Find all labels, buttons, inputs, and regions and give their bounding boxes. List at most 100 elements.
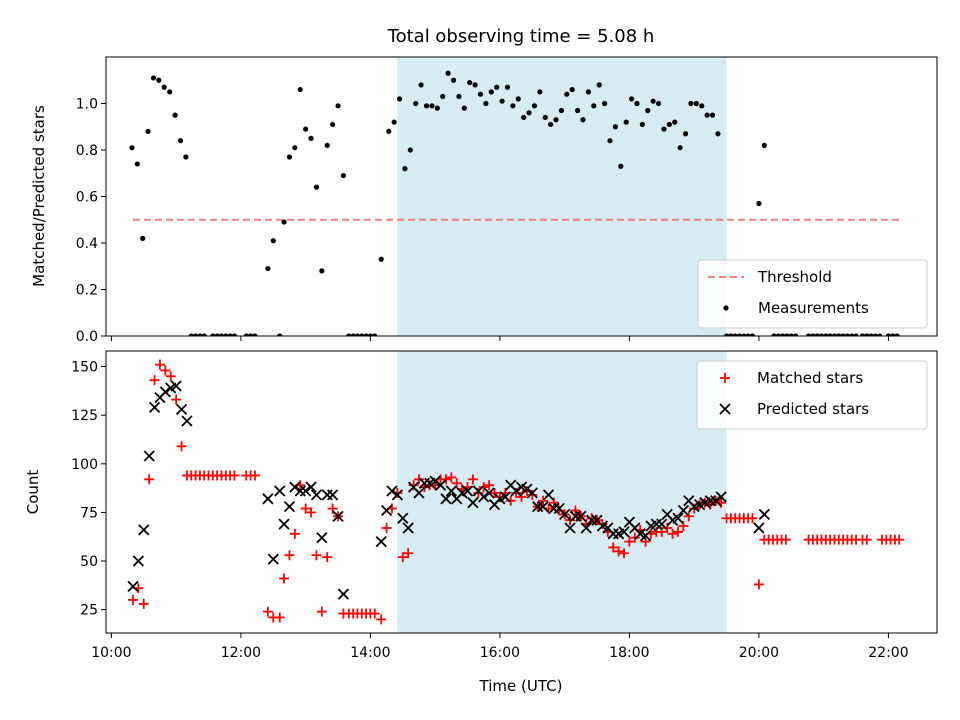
predicted-star-point-stroke bbox=[380, 504, 393, 517]
predicted-star-point bbox=[639, 530, 652, 542]
predicted-star-point-stroke bbox=[575, 510, 587, 522]
x-tick-label: 18:00 bbox=[609, 645, 649, 661]
top-shaded-interval bbox=[397, 57, 727, 336]
predicted-star-point-stroke bbox=[138, 524, 150, 536]
predicted-star-point-stroke bbox=[267, 553, 279, 565]
matched-star-point bbox=[861, 534, 872, 545]
x-tick-label: 16:00 bbox=[480, 645, 520, 661]
matched-star-point bbox=[440, 474, 451, 485]
matched-star-point bbox=[249, 470, 260, 481]
measurement-point bbox=[248, 333, 254, 336]
measurement-point bbox=[402, 166, 408, 172]
predicted-star-point bbox=[175, 403, 188, 415]
measurement-point bbox=[607, 138, 613, 144]
predicted-star-point-stroke bbox=[461, 485, 474, 497]
measurement-point bbox=[510, 103, 516, 109]
predicted-star-point-stroke bbox=[310, 489, 323, 501]
predicted-star-point bbox=[440, 493, 452, 505]
measurement-point bbox=[521, 114, 527, 121]
measurement-point bbox=[483, 100, 489, 107]
measurement-point bbox=[472, 82, 478, 88]
measurement-point bbox=[564, 91, 570, 97]
measurement-point bbox=[859, 333, 866, 336]
predicted-star-point-stroke bbox=[397, 512, 409, 524]
measurement-point bbox=[736, 333, 743, 336]
measurement-point bbox=[585, 89, 592, 95]
top-data-marks bbox=[129, 70, 900, 336]
measurement-point bbox=[265, 265, 271, 272]
predicted-star-point-stroke bbox=[591, 514, 603, 526]
measurement-point bbox=[827, 333, 833, 336]
measurement-point bbox=[741, 333, 747, 336]
measurement-point bbox=[526, 110, 532, 116]
matched-star-point bbox=[171, 394, 182, 405]
measurement-point bbox=[788, 333, 794, 336]
predicted-star-point bbox=[132, 555, 145, 567]
predicted-star-point-stroke bbox=[758, 508, 770, 521]
predicted-star-point bbox=[181, 415, 193, 427]
measurement-point bbox=[308, 135, 314, 141]
predicted-star-point-stroke bbox=[170, 380, 182, 392]
measurement-point bbox=[172, 112, 178, 118]
bottom-y-tick-label: 50 bbox=[80, 554, 98, 570]
predicted-star-point bbox=[467, 497, 479, 509]
measurement-point bbox=[672, 119, 678, 125]
x-tick-label: 12:00 bbox=[221, 645, 261, 661]
matched-star-point bbox=[565, 515, 576, 526]
matched-star-point bbox=[381, 522, 392, 533]
measurement-point bbox=[391, 119, 397, 125]
measurement-point bbox=[823, 333, 829, 336]
predicted-star-point-stroke bbox=[181, 415, 193, 427]
predicted-star-point-stroke bbox=[440, 493, 452, 505]
measurement-point bbox=[499, 98, 505, 104]
measurement-point bbox=[844, 333, 851, 336]
predicted-star-point-stroke bbox=[159, 386, 171, 398]
predicted-star-point-stroke bbox=[326, 489, 339, 501]
measurement-point bbox=[359, 333, 365, 336]
measurement-point bbox=[868, 333, 874, 336]
predicted-star-point-stroke bbox=[683, 495, 695, 507]
measurement-point bbox=[699, 103, 705, 109]
x-tick-label: 14:00 bbox=[350, 645, 390, 661]
measurement-point bbox=[853, 333, 859, 336]
matched-star-point bbox=[478, 482, 489, 493]
predicted-star-point bbox=[526, 487, 538, 499]
matched-star-point bbox=[311, 550, 322, 561]
predicted-star-point-stroke bbox=[386, 485, 398, 497]
measurement-point bbox=[330, 121, 336, 128]
predicted-star-point bbox=[138, 524, 150, 536]
predicted-star-point-stroke bbox=[618, 526, 630, 538]
predicted-star-point-stroke bbox=[305, 481, 317, 493]
measurement-point bbox=[531, 103, 538, 109]
measurement-point bbox=[363, 333, 369, 336]
measurement-point bbox=[440, 93, 446, 100]
predicted-star-point-stroke bbox=[639, 530, 652, 542]
matched-star-point bbox=[446, 472, 457, 483]
measurement-point bbox=[569, 86, 575, 93]
predicted-star-point bbox=[413, 487, 425, 499]
matched-star-point bbox=[160, 365, 171, 376]
measurement-point bbox=[756, 200, 762, 207]
measurement-point bbox=[413, 100, 419, 107]
measurement-point bbox=[450, 77, 457, 83]
matched-star-point bbox=[316, 606, 327, 617]
measurement-point bbox=[407, 147, 413, 153]
measurement-point bbox=[319, 268, 325, 274]
predicted-star-point-stroke bbox=[143, 450, 155, 462]
predicted-star-point bbox=[289, 481, 301, 493]
measurement-point bbox=[682, 131, 689, 137]
measurement-point bbox=[134, 161, 140, 167]
measurement-point bbox=[467, 79, 473, 86]
measurement-point bbox=[602, 100, 608, 107]
measurement-point bbox=[890, 333, 896, 336]
measurement-point bbox=[197, 333, 203, 336]
predicted-star-point-stroke bbox=[445, 485, 457, 497]
measurement-point bbox=[872, 333, 879, 336]
predicted-star-point bbox=[375, 535, 387, 548]
measurement-point bbox=[618, 163, 624, 169]
predicted-star-point bbox=[559, 508, 571, 521]
predicted-star-point-stroke bbox=[300, 485, 312, 497]
matched-star-point bbox=[369, 608, 380, 619]
predicted-star-point bbox=[332, 510, 344, 522]
matched-star-point bbox=[672, 526, 683, 537]
